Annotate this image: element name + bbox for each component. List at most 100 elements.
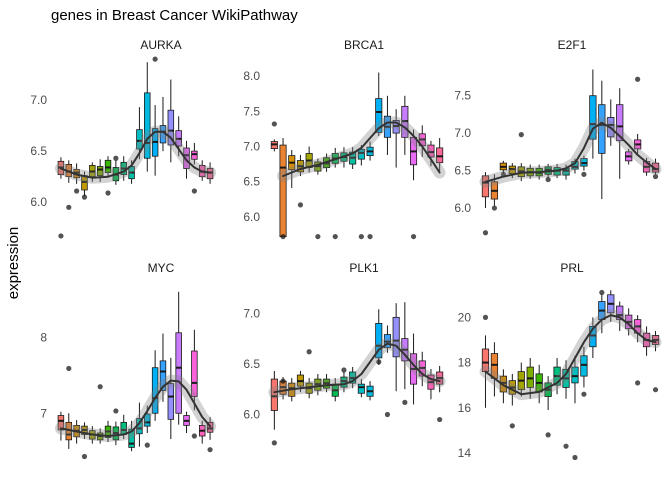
- smooth-ribbon: [54, 125, 217, 184]
- panel-title: E2F1: [558, 38, 587, 52]
- outlier-point: [271, 440, 277, 446]
- box: [206, 421, 214, 433]
- panel-title: PLK1: [349, 261, 379, 275]
- box: [144, 413, 151, 427]
- y-tick-label: 7.5: [243, 104, 260, 118]
- y-tick-label: 14: [458, 446, 472, 460]
- smooth-line: [282, 121, 441, 177]
- y-axis-label: expression: [5, 227, 22, 300]
- outlier-point: [191, 188, 197, 194]
- facet-panels: AURKA 6.0 6.5 7.0 BRCA1 6.0 6.5 7.0 7.5 8.0 E2F1 6.…: [30, 38, 662, 461]
- smooth-line: [59, 379, 212, 437]
- box: [375, 323, 383, 359]
- y-tick-label: 7.0: [243, 139, 260, 153]
- box: [191, 350, 198, 397]
- outlier-point: [113, 408, 119, 414]
- y-tick-label: 8.0: [243, 69, 260, 83]
- outlier-point: [545, 432, 551, 438]
- outlier-point: [97, 384, 103, 390]
- outlier-point: [152, 56, 158, 62]
- y-tick-label: 7: [40, 406, 47, 420]
- y-tick-label: 6.5: [243, 357, 260, 371]
- smooth-ribbon: [268, 337, 446, 399]
- panel-title: PRL: [560, 261, 584, 275]
- outlier-point: [271, 121, 277, 127]
- box: [481, 175, 490, 198]
- y-tick-label: 6.5: [243, 175, 260, 189]
- box: [580, 355, 588, 377]
- outlier-point: [384, 411, 391, 418]
- y-tick-label: 6.0: [243, 210, 260, 224]
- box: [589, 326, 597, 348]
- outlier-point: [280, 378, 286, 384]
- y-tick-label: 7.0: [30, 93, 47, 107]
- box: [436, 147, 444, 164]
- box: [616, 305, 624, 321]
- box: [57, 415, 65, 431]
- y-tick-label: 6.0: [454, 201, 471, 215]
- box: [206, 168, 214, 180]
- outlier-point: [491, 205, 498, 211]
- outlier-point: [572, 454, 578, 461]
- box: [167, 383, 175, 420]
- outlier-point: [113, 155, 119, 161]
- outlier-point: [563, 443, 569, 449]
- y-tick-label: 7.5: [454, 89, 471, 103]
- outlier-point: [581, 391, 587, 397]
- outlier-point: [144, 442, 150, 448]
- box: [167, 109, 175, 146]
- outlier-point: [74, 188, 80, 194]
- box: [357, 148, 365, 160]
- panel-title: BRCA1: [344, 38, 384, 52]
- outlier-point: [358, 233, 364, 240]
- outlier-point: [545, 176, 551, 183]
- chart-title: genes in Breast Cancer WikiPathway: [51, 7, 298, 24]
- y-tick-label: 16: [458, 401, 472, 415]
- box: [144, 92, 151, 159]
- outlier-point: [482, 314, 489, 320]
- y-tick-label: 6.5: [454, 164, 471, 178]
- outlier-point: [81, 194, 88, 200]
- outlier-point: [332, 233, 338, 240]
- outlier-point: [207, 447, 213, 453]
- box: [589, 95, 597, 140]
- box: [279, 144, 287, 237]
- smooth-ribbon: [479, 309, 662, 401]
- panel-aurka: AURKA 6.0 6.5 7.0: [30, 38, 217, 239]
- box: [128, 428, 135, 448]
- box: [96, 166, 104, 177]
- box: [175, 332, 182, 414]
- outlier-point: [652, 387, 659, 393]
- panel-e2f1: E2F1 6.0 6.5 7.0 7.5: [454, 38, 662, 236]
- y-tick-label: 20: [458, 310, 472, 324]
- outlier-point: [306, 349, 312, 355]
- outlier-point: [105, 190, 111, 196]
- box: [375, 98, 383, 133]
- outlier-point: [315, 233, 321, 240]
- outlier-point: [376, 359, 382, 365]
- outlier-point: [437, 416, 443, 423]
- box: [191, 150, 198, 160]
- box: [151, 367, 159, 414]
- outlier-point: [509, 423, 515, 429]
- smooth-line: [484, 121, 657, 183]
- box: [571, 366, 579, 384]
- smooth-line: [484, 314, 657, 396]
- y-tick-label: 8: [40, 330, 47, 344]
- outlier-point: [599, 289, 605, 296]
- box: [427, 144, 435, 158]
- outlier-point: [482, 230, 489, 236]
- outlier-point: [367, 233, 373, 240]
- box: [183, 147, 190, 169]
- panel-title: AURKA: [140, 38, 181, 52]
- outlier-point: [652, 173, 659, 180]
- outlier-point: [581, 171, 587, 177]
- box: [136, 129, 143, 150]
- y-tick-label: 7.0: [454, 126, 471, 140]
- smooth-ribbon: [479, 116, 662, 188]
- y-tick-label: 6.0: [30, 195, 47, 209]
- y-tick-label: 18: [458, 356, 472, 370]
- outlier-point: [341, 367, 347, 373]
- outlier-point: [81, 453, 88, 460]
- box: [392, 316, 400, 358]
